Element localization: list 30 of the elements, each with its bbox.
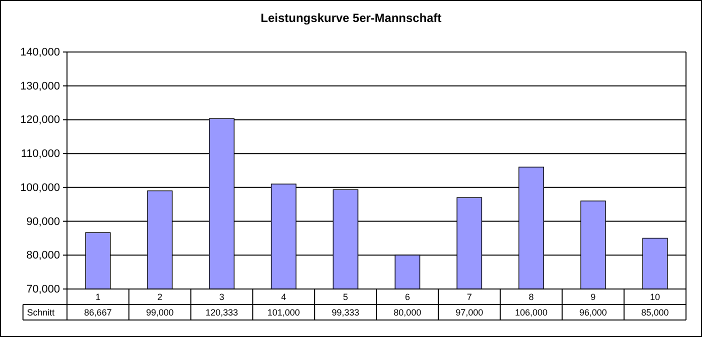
y-tick-label: 140,000 (20, 46, 60, 59)
x-tick-label: 6 (404, 292, 410, 302)
x-tick-label: 5 (343, 292, 348, 302)
y-tick-label: 120,000 (20, 114, 60, 126)
legend-label: Schnitt (27, 308, 56, 318)
data-label: 106,000 (514, 308, 548, 318)
data-label: 99,000 (146, 308, 174, 318)
x-tick-label: 4 (281, 292, 286, 302)
x-tick-label: 3 (219, 292, 224, 302)
x-tick-label: 2 (157, 292, 162, 302)
data-label: 99,333 (332, 308, 360, 318)
y-tick-label: 80,000 (26, 250, 60, 262)
x-tick-label: 9 (590, 292, 596, 302)
y-tick-label: 110,000 (21, 148, 60, 160)
x-tick-label: 10 (650, 292, 660, 302)
y-tick-label: 100,000 (20, 182, 60, 194)
data-label: 80,000 (394, 308, 422, 318)
data-label: 97,000 (456, 308, 484, 318)
y-tick-label: 70,000 (26, 284, 60, 296)
data-label: 120,333 (205, 308, 238, 318)
chart-title: Leistungskurve 5er-Mannschaft (260, 11, 442, 25)
data-label: 101,000 (267, 308, 300, 318)
data-label: 86,667 (84, 308, 112, 318)
x-tick-label: 8 (528, 292, 534, 302)
data-label: 96,000 (579, 308, 607, 318)
data-label: 85,000 (641, 308, 669, 318)
y-tick-label: 130,000 (20, 80, 60, 92)
y-tick-label: 90,000 (26, 216, 60, 228)
x-tick-label: 1 (95, 292, 100, 302)
x-tick-label: 7 (466, 292, 472, 302)
